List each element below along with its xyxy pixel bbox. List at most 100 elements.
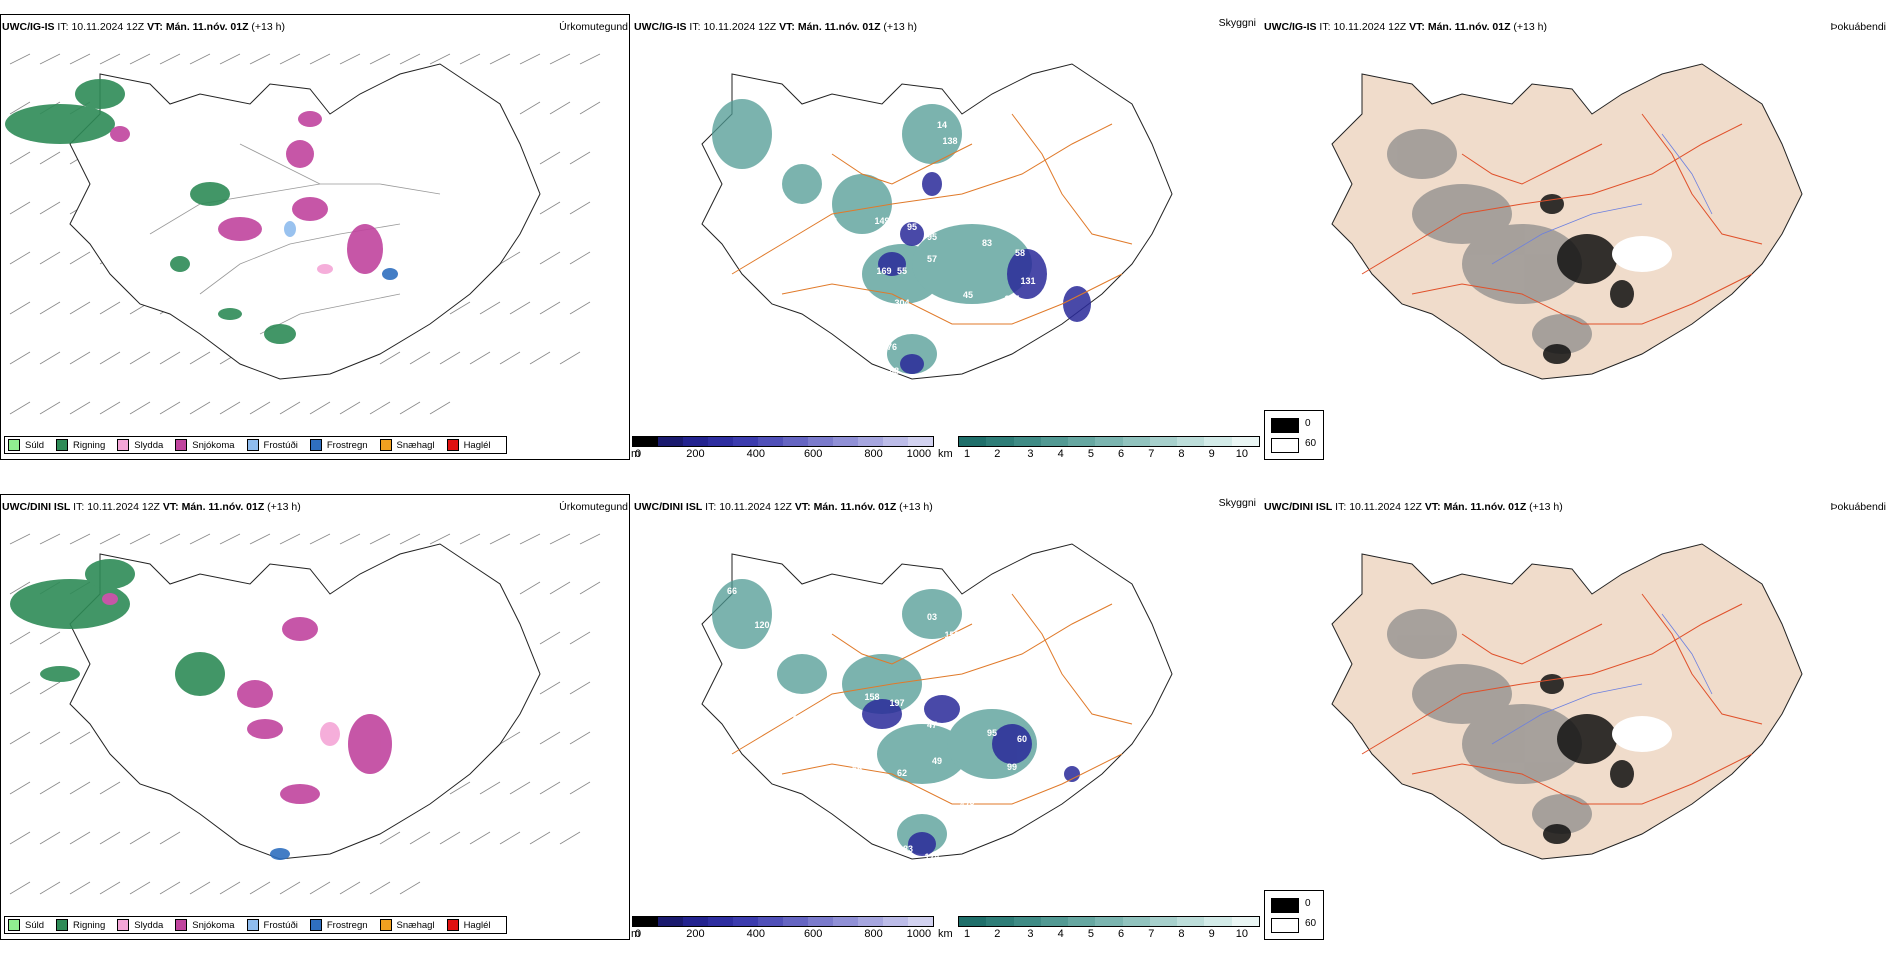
precip-legend: Súld Rigning Slydda Snjókoma Frostúði Fr… — [4, 436, 507, 454]
panel-title: Skyggni — [1218, 497, 1256, 509]
tick: 1 — [963, 928, 971, 940]
svg-text:149: 149 — [874, 216, 889, 226]
fog-low-swatch — [1271, 438, 1299, 453]
panel-frame — [0, 14, 630, 460]
fog-map — [1331, 63, 1803, 380]
svg-text:169: 169 — [876, 266, 891, 276]
fog-low-swatch — [1271, 918, 1299, 933]
svg-text:99: 99 — [793, 714, 803, 724]
cloud-map: 66 120 03 159 158 197 99 47 95 60 55 62 … — [701, 543, 1173, 890]
svg-text:83: 83 — [903, 844, 913, 854]
fog-index-panel: UWC/IG-IS IT: 10.11.2024 12Z VT: Mán. 11… — [1262, 0, 1900, 475]
fog-low-label: 60 — [1305, 918, 1317, 929]
svg-text:39: 39 — [1067, 322, 1077, 332]
svg-text:45: 45 — [963, 290, 973, 300]
svg-text:95: 95 — [987, 728, 997, 738]
fog-high-label: 0 — [1305, 418, 1311, 429]
legend-item: Frostregn — [309, 439, 368, 451]
tick: 0 — [634, 928, 642, 940]
height-colorbar: 0 200 400 600 800 1000 m — [631, 436, 934, 461]
svg-text:139: 139 — [942, 166, 957, 176]
svg-text:57: 57 — [927, 254, 937, 264]
tick: 600 — [804, 928, 823, 940]
height-colorbar-strip — [632, 436, 934, 447]
tick: 0 — [634, 448, 642, 460]
visibility-colorbar-strip — [958, 916, 1260, 927]
fog-legend: 0 60 — [1264, 890, 1324, 940]
tick: 3 — [1027, 448, 1034, 460]
svg-text:49: 49 — [937, 880, 947, 890]
svg-text:52: 52 — [827, 216, 837, 226]
tick: 9 — [1208, 448, 1215, 460]
precip-type-panel: UWC/DINI ISL IT: 10.11.2024 12Z VT: Mán.… — [0, 480, 632, 955]
svg-text:53: 53 — [837, 266, 847, 276]
svg-text:478: 478 — [959, 800, 974, 810]
legend-item: Snjókoma — [175, 919, 235, 931]
visibility-colorbar: 1 2 3 4 5 6 7 8 9 10 km — [938, 916, 1260, 941]
height-unit: m — [631, 928, 641, 940]
svg-text:60: 60 — [1017, 734, 1027, 744]
run-header: UWC/IG-IS IT: 10.11.2024 12Z VT: Mán. 11… — [2, 21, 285, 33]
legend-item: Snæhagl — [379, 439, 435, 451]
panel-title: Þokuábendi — [1830, 21, 1886, 33]
tick: 800 — [864, 928, 883, 940]
height-unit: m — [631, 448, 641, 460]
cloud-map: 72 95 14 138 139 52 149 95 83 58 53 169 … — [701, 63, 1173, 392]
tick: 600 — [804, 448, 823, 460]
svg-text:304: 304 — [894, 298, 909, 308]
tick: 2 — [994, 448, 1001, 460]
precip-type-panel: UWC/IG-IS IT: 10.11.2024 12Z VT: Mán. 11… — [0, 0, 632, 475]
svg-text:95: 95 — [907, 222, 917, 232]
fog-high-swatch — [1271, 418, 1299, 433]
legend-item: Súld — [8, 919, 44, 931]
legend-item: Slydda — [117, 919, 163, 931]
cloud-visibility-panel: UWC/DINI ISL IT: 10.11.2024 12Z VT: Mán.… — [632, 480, 1262, 955]
panel-frame — [0, 494, 630, 940]
tick: 5 — [1087, 928, 1094, 940]
run-header: UWC/IG-IS IT: 10.11.2024 12Z VT: Mán. 11… — [1264, 21, 1547, 33]
svg-text:131: 131 — [1020, 276, 1035, 286]
fog-high-label: 0 — [1305, 898, 1311, 909]
fog-high-swatch — [1271, 898, 1299, 913]
tick: 200 — [686, 448, 705, 460]
legend-item: Súld — [8, 439, 44, 451]
svg-text:45: 45 — [889, 382, 899, 392]
run-header: UWC/DINI ISL IT: 10.11.2024 12Z VT: Mán.… — [1264, 501, 1563, 513]
tick: 7 — [1148, 928, 1155, 940]
svg-text:66: 66 — [912, 380, 922, 390]
legend-item: Haglél — [446, 439, 491, 451]
legend-item: Rigning — [56, 439, 105, 451]
tick: 8 — [1178, 448, 1185, 460]
tick: 8 — [1178, 928, 1185, 940]
run-header: UWC/DINI ISL IT: 10.11.2024 12Z VT: Mán.… — [634, 501, 933, 513]
svg-text:72: 72 — [747, 86, 757, 96]
svg-text:285: 285 — [1004, 294, 1019, 304]
run-header: UWC/DINI ISL IT: 10.11.2024 12Z VT: Mán.… — [2, 501, 301, 513]
fog-low-label: 60 — [1305, 438, 1317, 449]
svg-text:158: 158 — [864, 692, 879, 702]
svg-text:95: 95 — [927, 232, 937, 242]
precip-map — [9, 533, 601, 895]
legend-item: Haglél — [446, 919, 491, 931]
visibility-unit: km — [938, 928, 953, 940]
tick: 1 — [963, 448, 971, 460]
tick: 4 — [1057, 448, 1064, 460]
svg-text:120: 120 — [754, 620, 769, 630]
svg-text:197: 197 — [889, 698, 904, 708]
svg-text:83: 83 — [982, 238, 992, 248]
svg-text:138: 138 — [942, 136, 957, 146]
height-colorbar: 0 200 400 600 800 1000 m — [631, 916, 934, 941]
tick: 10 — [1235, 448, 1248, 460]
precip-map — [5, 53, 601, 415]
panel-title: Úrkomutegund — [559, 21, 628, 33]
svg-text:55: 55 — [897, 266, 907, 276]
tick: 1000 — [906, 448, 932, 460]
model-name: UWC/IG-IS — [2, 21, 55, 33]
tick: 3 — [1027, 928, 1034, 940]
height-colorbar-strip — [632, 916, 934, 927]
panel-title: Skyggni — [1218, 17, 1256, 29]
cloud-base-labels: 66 120 03 159 158 197 99 47 95 60 55 62 … — [727, 586, 1027, 890]
legend-item: Frostúði — [246, 439, 298, 451]
model-row-igis: UWC/IG-IS IT: 10.11.2024 12Z VT: Mán. 11… — [0, 0, 1900, 475]
panel-title: Úrkomutegund — [559, 501, 628, 513]
